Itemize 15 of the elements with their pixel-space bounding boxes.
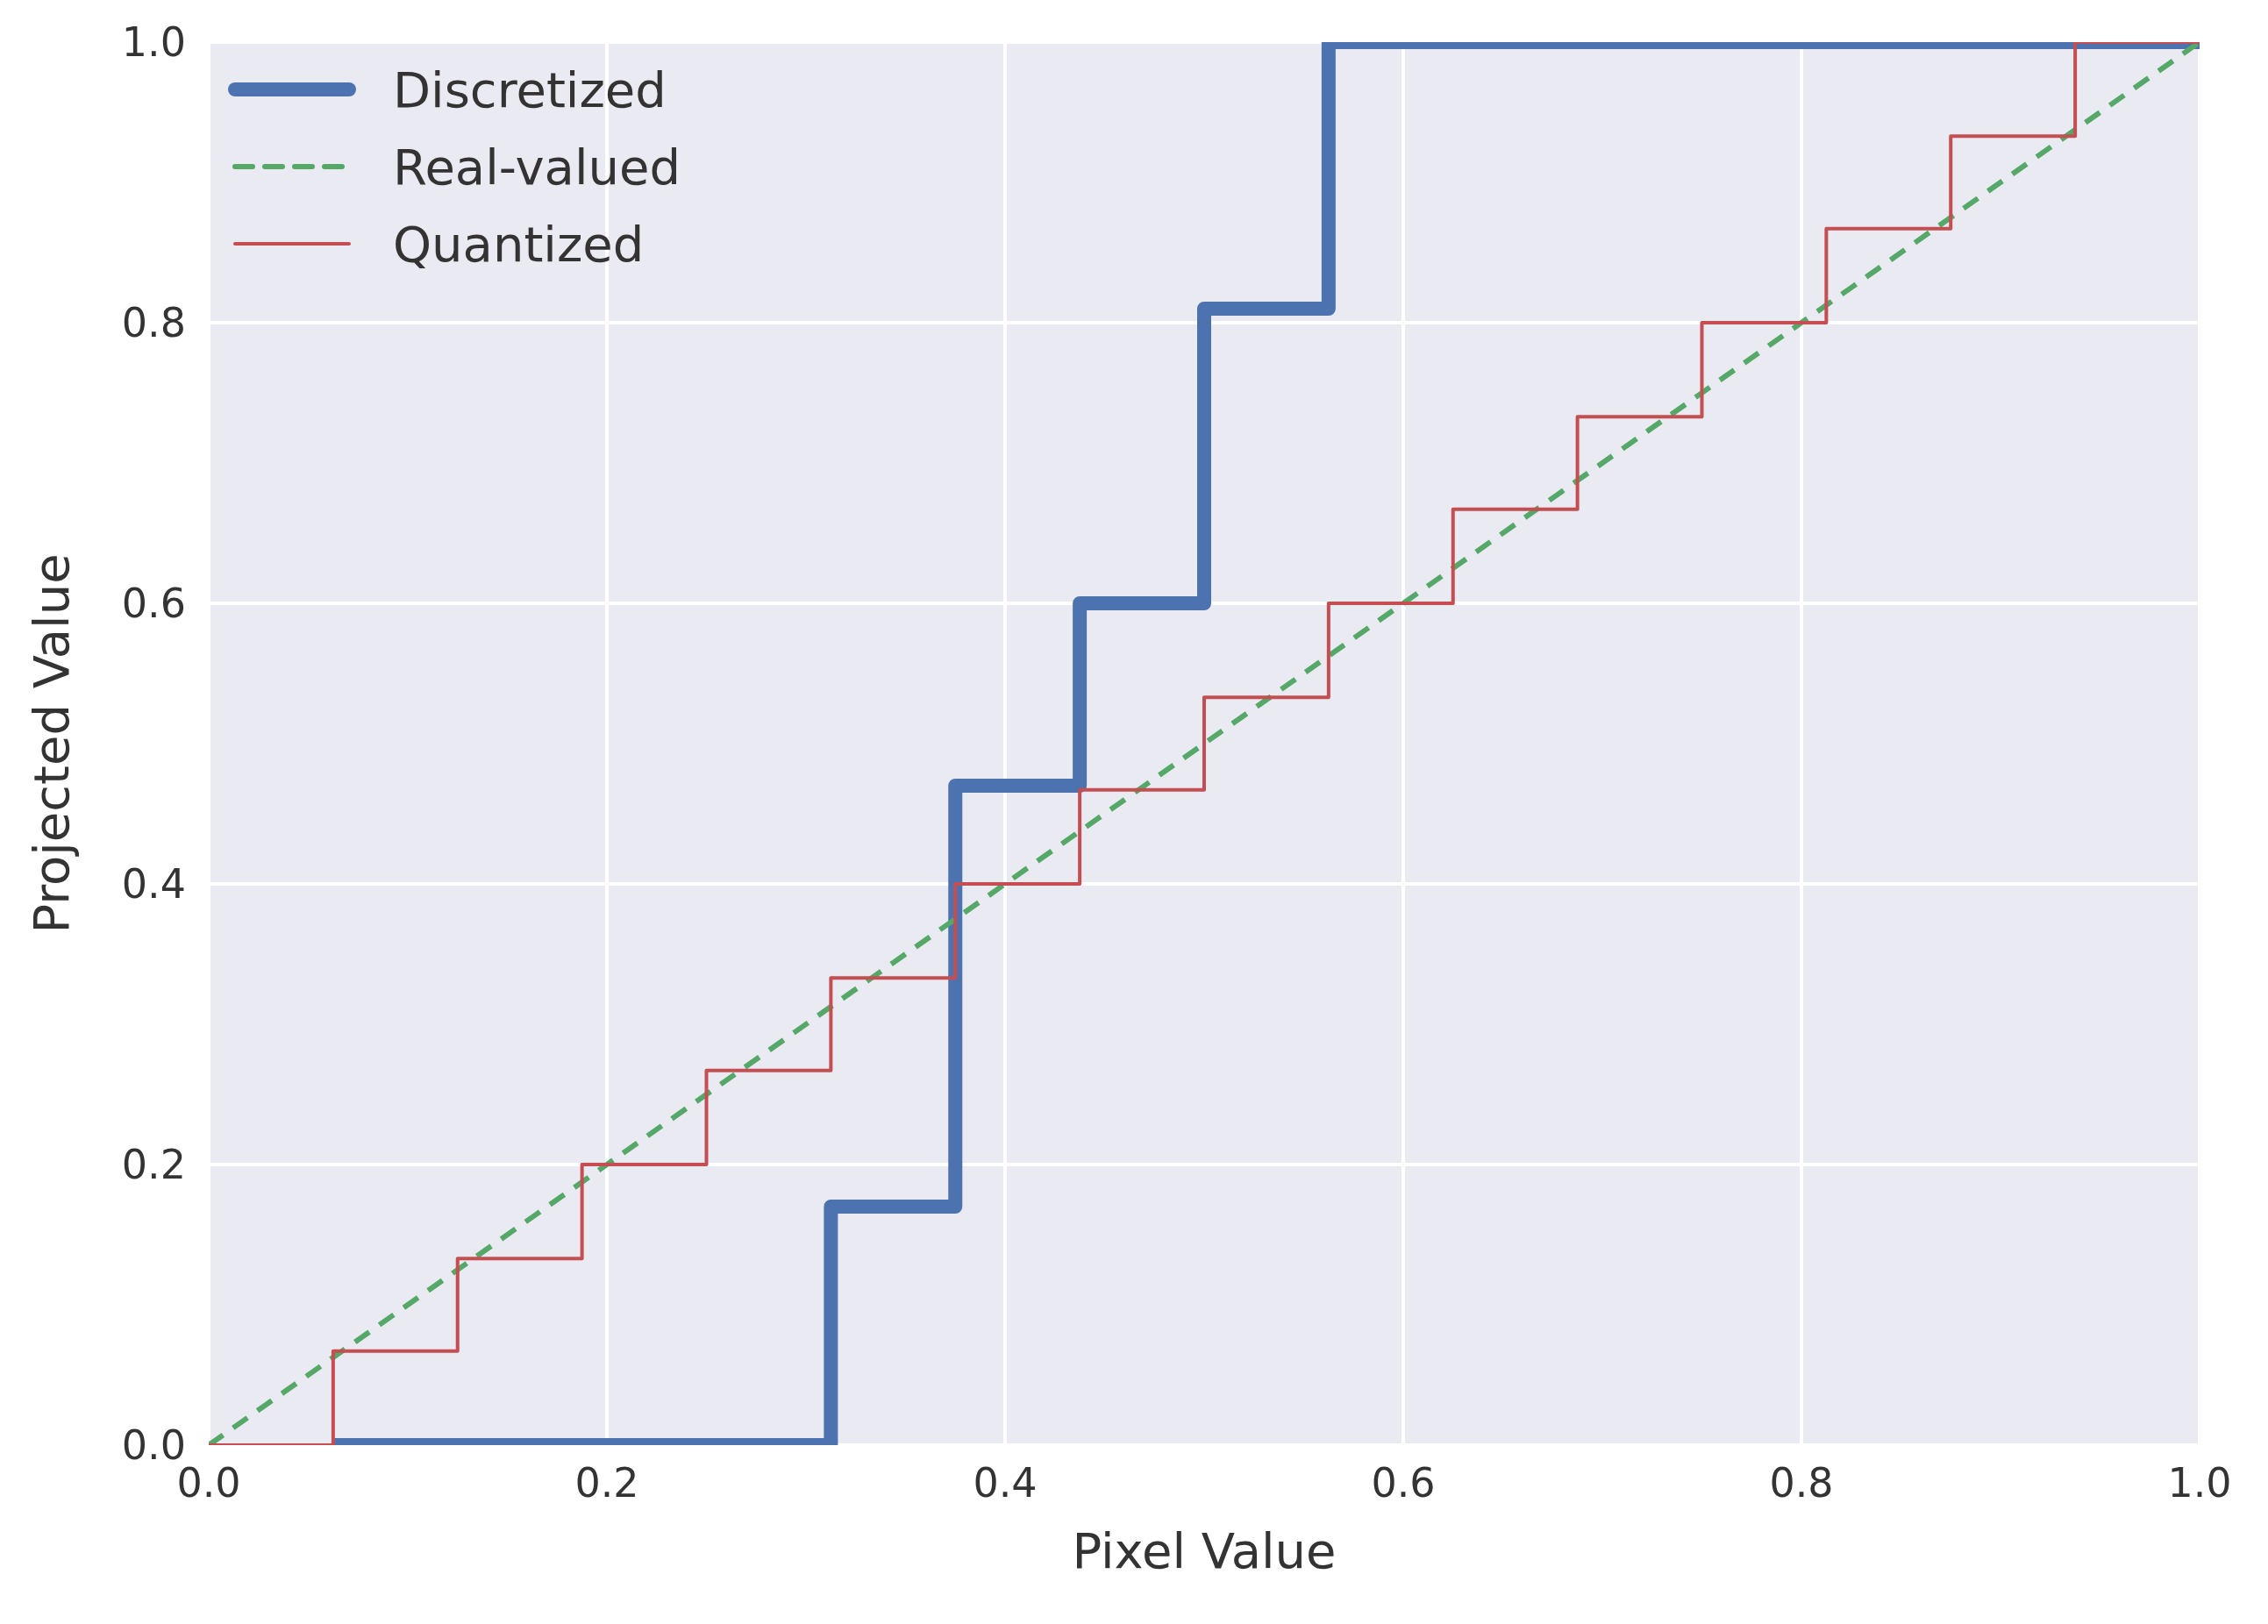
y-tick-label: 0.4 — [121, 860, 186, 908]
x-tick-label: 0.8 — [1769, 1458, 1834, 1506]
x-axis-title: Pixel Value — [1072, 1522, 1337, 1579]
legend-label: Real-valued — [393, 138, 681, 196]
y-tick-label: 0.2 — [121, 1141, 186, 1189]
y-axis-title: Projected Value — [22, 553, 80, 934]
x-tick-label: 0.6 — [1371, 1458, 1436, 1506]
legend-label: Discretized — [393, 61, 667, 118]
y-tick-label: 0.6 — [121, 580, 186, 628]
legend-label: Quantized — [393, 215, 645, 273]
x-tick-label: 0.2 — [574, 1458, 639, 1506]
y-tick-label: 1.0 — [121, 18, 186, 67]
x-tick-label: 1.0 — [2167, 1458, 2232, 1506]
x-tick-label: 0.4 — [973, 1458, 1038, 1506]
y-tick-label: 0.8 — [121, 299, 186, 347]
